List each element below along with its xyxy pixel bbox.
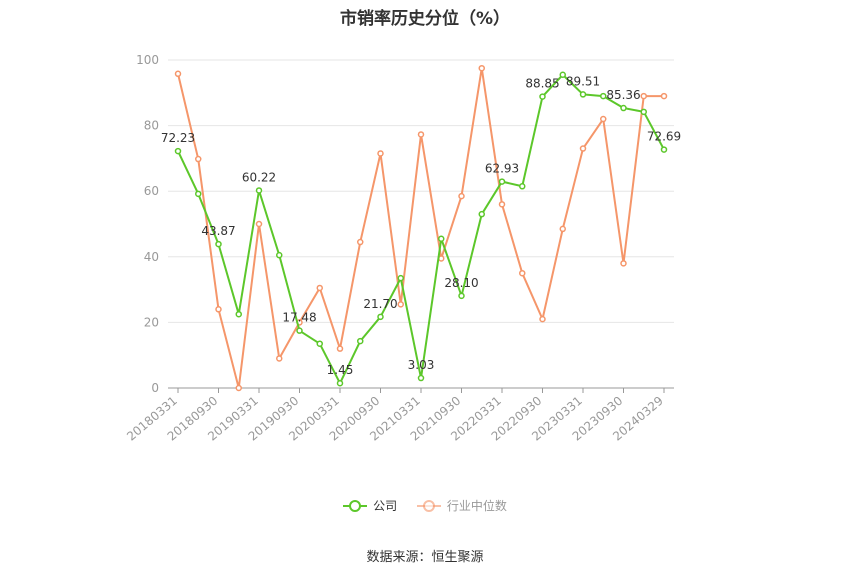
series-1-point-4 [255, 220, 263, 228]
series-0-point-18 [539, 93, 546, 100]
series-1-point-21 [600, 115, 607, 123]
series-1-point-14 [458, 192, 465, 200]
series-0-point-14 [458, 292, 465, 300]
y-tick-label-60: 60 [144, 184, 159, 198]
series-0-point-22 [620, 104, 627, 112]
series-1-point-8 [336, 345, 344, 352]
series-0-point-16 [498, 178, 506, 185]
series-0-point-19 [559, 71, 566, 79]
series-1-point-9 [357, 238, 364, 246]
grid-lines [168, 59, 674, 323]
data-label-22: 85.36 [606, 88, 640, 102]
series-1-point-3 [235, 384, 242, 392]
data-label-6: 17.48 [282, 311, 316, 325]
series-1-point-1 [195, 155, 202, 163]
chart-title: 市销率历史分位（%） [339, 9, 511, 29]
series-0-point-11 [397, 274, 404, 282]
series-0-point-24 [660, 146, 668, 153]
data-label-14: 28.10 [444, 276, 478, 290]
series-line-1 [177, 67, 664, 389]
series-0-point-13 [438, 235, 445, 243]
series-1-point-18 [539, 315, 546, 323]
data-label-8: 1.45 [327, 363, 354, 377]
legend-label-company: 公司 [373, 499, 398, 513]
series-0-point-10 [377, 313, 384, 321]
series-1-point-12 [417, 131, 425, 138]
legend-swatch-company [343, 499, 368, 512]
series-1-point-22 [620, 260, 627, 267]
y-tick-label-100: 100 [136, 53, 159, 67]
series-1-point-5 [276, 355, 283, 362]
series-1-point-20 [579, 145, 587, 152]
y-tick-label-0: 0 [151, 381, 159, 395]
series-1-point-17 [519, 269, 526, 277]
legend: 公司 行业中位数 [0, 497, 850, 515]
data-labels: 72.23 43.87 60.22 17.48 1.45 21.70 3.03 28.10 62… [161, 74, 681, 377]
data-label-20: 89.51 [566, 74, 600, 88]
series-0-point-20 [579, 91, 587, 98]
series-1-point-11 [397, 301, 404, 308]
y-tick-label-80: 80 [144, 119, 159, 133]
legend-label-industry-median: 行业中位数 [446, 499, 507, 513]
data-label-24: 72.69 [647, 130, 681, 144]
data-label-2: 43.87 [201, 224, 235, 238]
series-layer [174, 64, 668, 392]
legend-item-company[interactable]: 公司 [343, 497, 397, 514]
series-0-point-5 [276, 251, 283, 259]
series-1-point-16 [498, 201, 506, 208]
series-1-point-15 [478, 64, 485, 72]
series-0-point-9 [357, 337, 364, 345]
series-0-point-17 [519, 183, 526, 190]
series-0-point-12 [417, 374, 425, 382]
series-1-point-2 [215, 306, 222, 313]
x-axis: 2018033120180930201903312019093020200331… [124, 387, 674, 444]
series-1-point-7 [316, 284, 323, 292]
series-0-point-23 [640, 108, 647, 116]
y-tick-label-40: 40 [144, 250, 159, 264]
series-1-point-10 [377, 150, 384, 157]
legend-swatch-industry-median [416, 499, 441, 512]
data-label-0: 72.23 [161, 131, 195, 145]
series-0-point-6 [296, 327, 303, 334]
data-label-4: 60.22 [242, 170, 276, 184]
series-0-point-21 [600, 92, 607, 100]
series-line-0 [177, 73, 665, 385]
data-label-18: 88.85 [525, 77, 559, 91]
data-label-16: 62.93 [485, 162, 519, 176]
series-0-point-2 [215, 240, 222, 248]
series-0-point-8 [336, 379, 344, 387]
series-0-point-3 [235, 310, 242, 318]
series-0-point-0 [174, 147, 182, 155]
series-0-point-4 [255, 187, 263, 194]
series-0-point-15 [478, 210, 485, 218]
legend-item-industry-median[interactable]: 行业中位数 [416, 497, 507, 514]
data-label-10: 21.70 [363, 297, 397, 311]
data-source: 数据来源：恒生聚源 [366, 550, 484, 565]
series-1-point-24 [660, 92, 668, 100]
y-axis: 0 20 40 60 80 100 [136, 53, 159, 395]
series-1-point-19 [559, 225, 566, 233]
series-0-point-7 [316, 340, 323, 347]
y-tick-label-20: 20 [144, 315, 159, 329]
series-1-point-0 [174, 70, 182, 78]
data-label-12: 3.03 [408, 358, 435, 372]
series-1-point-23 [640, 92, 647, 100]
series-0-point-1 [195, 190, 202, 198]
